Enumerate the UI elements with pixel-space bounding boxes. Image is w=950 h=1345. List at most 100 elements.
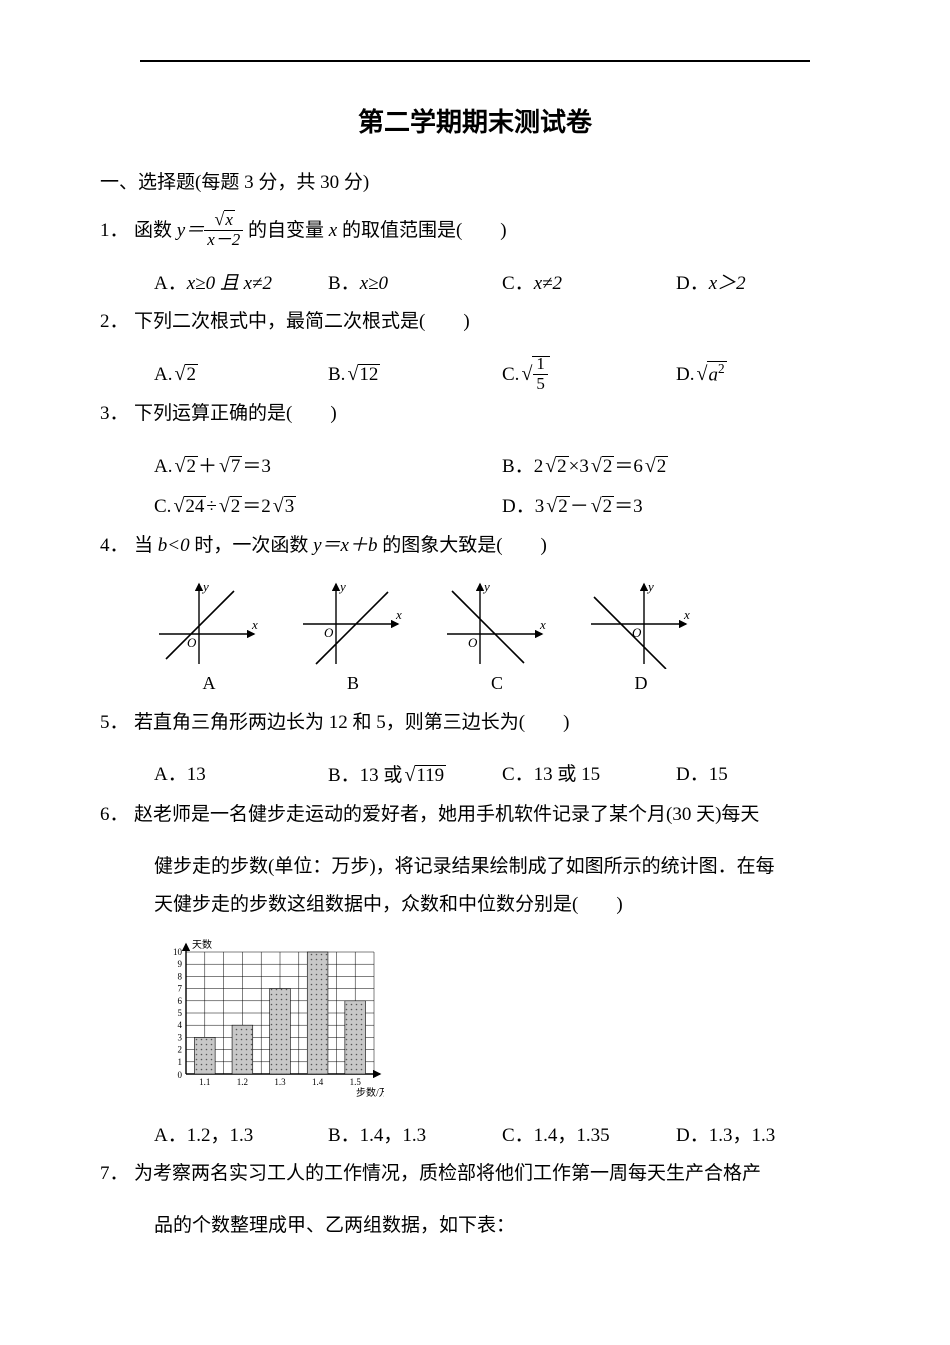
q1-y-eq: y＝ — [177, 220, 204, 241]
svg-text:步数/万步: 步数/万步 — [356, 1086, 384, 1099]
q6-line3: 天健步走的步数这组数据中，众数和中位数分别是( ) — [100, 886, 850, 924]
svg-text:6: 6 — [178, 996, 183, 1006]
question-3: 3．下列运算正确的是( ) — [100, 395, 850, 433]
question-7: 7．为考察两名实习工人的工作情况，质检部将他们工作第一周每天生产合格产 — [100, 1155, 850, 1193]
sqrt-icon: 15 — [519, 355, 549, 395]
sqrt-icon: 3 — [271, 487, 296, 527]
svg-text:1: 1 — [178, 1057, 183, 1067]
svg-text:1.2: 1.2 — [237, 1077, 248, 1087]
question-4: 4．当 b<0 时，一次函数 y＝x＋b 的图象大致是( ) — [100, 527, 850, 565]
svg-text:4: 4 — [178, 1020, 183, 1030]
question-1: 1．函数 y＝xx－2 的自变量 x 的取值范围是( ) — [100, 212, 850, 251]
svg-text:1.4: 1.4 — [312, 1077, 324, 1087]
svg-text:1.3: 1.3 — [274, 1077, 286, 1087]
q4-graph-d: y x O D — [586, 579, 696, 694]
svg-text:x: x — [683, 607, 690, 622]
q3-number: 3． — [100, 395, 134, 433]
q4-label-a: A — [154, 673, 264, 694]
sqrt-icon: a2 — [694, 355, 726, 395]
q5-opt-d: D．15 — [676, 756, 850, 796]
q6-opt-a: A．1.2，1.3 — [154, 1117, 328, 1155]
q1-x: x — [329, 220, 337, 241]
q4-graph-c: y x O C — [442, 579, 552, 694]
q3-opt-a: A.2＋7＝3 — [154, 447, 502, 487]
q2-opt-a: A.2 — [154, 355, 328, 395]
q6-line2: 健步走的步数(单位：万步)，将记录结果绘制成了如图所示的统计图．在每 — [100, 848, 850, 886]
sqrt-icon: 2 — [217, 487, 242, 527]
q6-number: 6． — [100, 796, 134, 834]
svg-text:3: 3 — [178, 1032, 183, 1042]
question-5: 5．若直角三角形两边长为 12 和 5，则第三边长为( ) — [100, 704, 850, 742]
q5-stem: 若直角三角形两边长为 12 和 5，则第三边长为( ) — [134, 712, 569, 733]
q6-opt-d: D．1.3，1.3 — [676, 1117, 850, 1155]
q6-bar-chart: 123456789100天数步数/万步1.11.21.31.41.5 — [100, 932, 850, 1107]
svg-text:y: y — [646, 579, 654, 594]
svg-text:O: O — [632, 625, 642, 640]
svg-text:5: 5 — [178, 1008, 183, 1018]
q5-options: A．13 B．13 或119 C．13 或 15 D．15 — [100, 756, 850, 796]
sqrt-icon: x — [213, 210, 235, 230]
sqrt-icon: 12 — [345, 355, 380, 395]
q6-opt-c: C．1.4，1.35 — [502, 1117, 676, 1155]
q4-graphs: y x O A y x O B y — [100, 579, 850, 694]
q1-opt-b: B．x≥0 — [328, 265, 502, 303]
q2-options: A.2 B.12 C.15 D.a2 — [100, 355, 850, 395]
svg-text:0: 0 — [178, 1070, 183, 1080]
svg-text:x: x — [539, 617, 546, 632]
sqrt-icon: 2 — [589, 487, 614, 527]
svg-text:7: 7 — [178, 984, 183, 994]
q1-stem-pre: 函数 — [134, 220, 177, 241]
q6-opt-b: B．1.4，1.3 — [328, 1117, 502, 1155]
svg-text:1.5: 1.5 — [350, 1077, 362, 1087]
q6-line1: 赵老师是一名健步走运动的爱好者，她用手机软件记录了某个月(30 天)每天 — [134, 804, 759, 825]
sqrt-icon: 2 — [589, 447, 614, 487]
svg-text:9: 9 — [178, 959, 183, 969]
q3-options-row1: A.2＋7＝3 B．22×32＝62 — [100, 447, 850, 487]
q3-opt-d: D．32－2＝3 — [502, 487, 850, 527]
svg-text:8: 8 — [178, 971, 183, 981]
q1-stem-post: 的自变量 — [243, 220, 329, 241]
svg-text:1.1: 1.1 — [199, 1077, 210, 1087]
top-rule — [140, 60, 810, 62]
svg-text:y: y — [482, 579, 490, 594]
q2-opt-d: D.a2 — [676, 355, 850, 395]
svg-text:O: O — [324, 625, 334, 640]
origin-label: O — [187, 635, 197, 650]
q3-stem: 下列运算正确的是( ) — [134, 403, 337, 424]
sqrt-icon: 2 — [544, 487, 569, 527]
q7-line2: 品的个数整理成甲、乙两组数据，如下表： — [100, 1207, 850, 1245]
sqrt-icon: 7 — [217, 447, 242, 487]
q1-opt-d: D．x＞2 — [676, 265, 850, 303]
axis-x-label: x — [251, 617, 258, 632]
q1-fraction: xx－2 — [204, 210, 243, 249]
q2-number: 2． — [100, 303, 134, 341]
sqrt-icon: 24 — [171, 487, 206, 527]
q4-label-c: C — [442, 673, 552, 694]
sqrt-icon: 2 — [643, 447, 668, 487]
q5-number: 5． — [100, 704, 134, 742]
q3-opt-b: B．22×32＝62 — [502, 447, 850, 487]
svg-text:y: y — [338, 579, 346, 594]
q1-stem-post2: 的取值范围是( ) — [337, 220, 506, 241]
svg-text:天数: 天数 — [192, 938, 212, 951]
q2-opt-b: B.12 — [328, 355, 502, 395]
section-1-heading: 一、选择题(每题 3 分，共 30 分) — [100, 167, 850, 194]
sqrt-icon: 2 — [172, 355, 197, 395]
q5-opt-c: C．13 或 15 — [502, 756, 676, 796]
q5-opt-a: A．13 — [154, 756, 328, 796]
sqrt-icon: 2 — [543, 447, 568, 487]
q1-opt-a: A．x≥0 且 x≠2 — [154, 265, 328, 303]
q2-stem: 下列二次根式中，最简二次根式是( ) — [134, 311, 470, 332]
q3-opt-c: C.24÷2＝23 — [154, 487, 502, 527]
axis-y-label: y — [201, 579, 209, 594]
svg-text:O: O — [468, 635, 478, 650]
sqrt-icon: 2 — [172, 447, 197, 487]
q3-options-row2: C.24÷2＝23 D．32－2＝3 — [100, 487, 850, 527]
q1-opt-c: C．x≠2 — [502, 265, 676, 303]
sqrt-icon: 119 — [402, 756, 446, 796]
q4-number: 4． — [100, 527, 134, 565]
q4-label-d: D — [586, 673, 696, 694]
q1-number: 1． — [100, 212, 134, 250]
page: 第二学期期末测试卷 一、选择题(每题 3 分，共 30 分) 1．函数 y＝xx… — [100, 0, 850, 1285]
page-title: 第二学期期末测试卷 — [100, 102, 850, 139]
